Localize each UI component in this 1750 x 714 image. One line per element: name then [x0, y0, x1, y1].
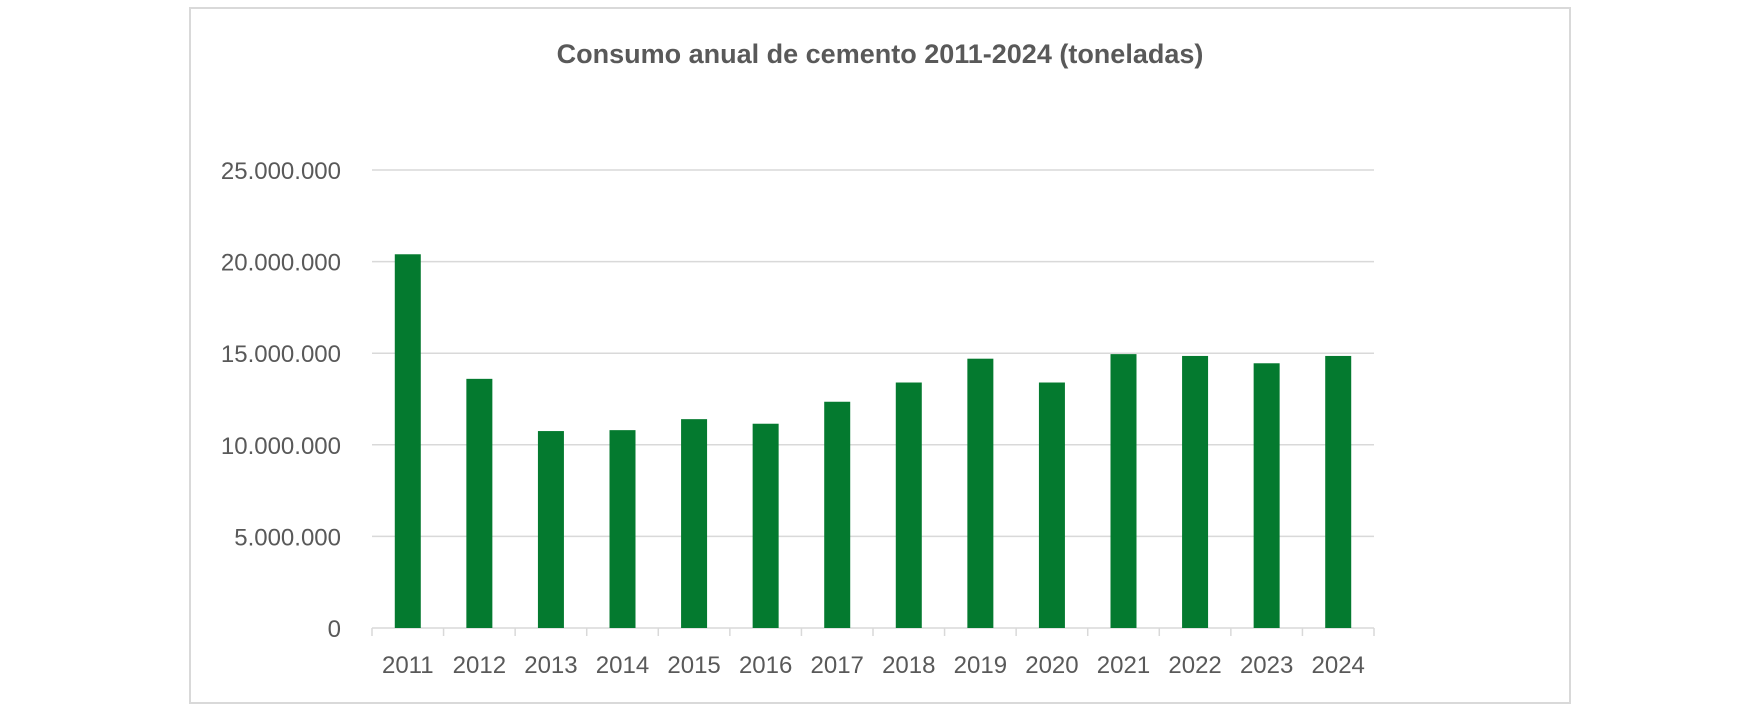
x-tick-label: 2018	[882, 652, 935, 679]
x-tick: 2017	[811, 652, 864, 679]
bar-2020	[1038, 382, 1065, 628]
x-tick-label: 2022	[1168, 652, 1221, 679]
bar-2016	[752, 423, 779, 628]
bar-2024	[1325, 355, 1352, 628]
x-tick-label: 2021	[1097, 652, 1150, 679]
x-tick-label: 2020	[1025, 652, 1078, 679]
y-tick-label: 25.000.000	[221, 158, 341, 185]
x-tick-label: 2015	[667, 652, 720, 679]
x-tick: 2011	[382, 652, 434, 679]
y-tick: 5.000.000	[234, 524, 341, 551]
bar-2015	[681, 419, 708, 628]
bar-2017	[824, 401, 851, 628]
y-axis-ticks: 0 5.000.000 10.000.000 15.000.000 20.000.000…	[221, 158, 341, 643]
y-tick: 20.000.000	[221, 250, 341, 277]
y-tick-label: 0	[328, 616, 341, 643]
x-tick-label: 2019	[954, 652, 1007, 679]
bar-2022	[1182, 355, 1209, 628]
x-tick: 2012	[453, 652, 506, 679]
gridlines	[372, 169, 1374, 538]
x-tick-label: 2011	[382, 652, 434, 679]
y-tick: 0	[328, 616, 341, 643]
y-tick-label: 15.000.000	[221, 341, 341, 368]
bar-2011	[394, 254, 421, 628]
x-tick: 2014	[596, 652, 649, 679]
x-tick: 2015	[667, 652, 720, 679]
x-tick: 2022	[1168, 652, 1221, 679]
x-tick: 2020	[1025, 652, 1078, 679]
x-tick: 2023	[1240, 652, 1293, 679]
bar-2014	[609, 430, 636, 628]
x-tick: 2019	[954, 652, 1007, 679]
x-tick: 2013	[524, 652, 577, 679]
y-tick-label: 20.000.000	[221, 250, 341, 277]
bar-chart-plot: 0 5.000.000 10.000.000 15.000.000 20.000.000…	[221, 158, 1375, 679]
x-tick: 2024	[1312, 652, 1365, 679]
bar-2018	[895, 382, 922, 628]
x-tick: 2021	[1097, 652, 1150, 679]
bar-2023	[1253, 363, 1280, 628]
x-tick-label: 2024	[1312, 652, 1365, 679]
y-tick-label: 10.000.000	[221, 433, 341, 460]
bar-2013	[537, 431, 564, 628]
x-tick: 2018	[882, 652, 935, 679]
y-tick: 10.000.000	[221, 433, 341, 460]
x-tick-label: 2017	[811, 652, 864, 679]
x-tick: 2016	[739, 652, 792, 679]
bar-2019	[967, 358, 994, 628]
bars	[394, 254, 1352, 628]
chart-title: Consumo anual de cemento 2011-2024 (tone…	[556, 39, 1204, 69]
x-axis-ticks: 2011 2012 2013 2014 2015 2016 2017 2018 2019 2020…	[382, 652, 1365, 679]
y-tick: 15.000.000	[221, 341, 341, 368]
y-tick-label: 5.000.000	[234, 524, 341, 551]
bar-2012	[466, 378, 493, 628]
x-tick-label: 2014	[596, 652, 649, 679]
x-tick-label: 2023	[1240, 652, 1293, 679]
y-tick: 25.000.000	[221, 158, 341, 185]
x-tick-label: 2012	[453, 652, 506, 679]
chart-frame: Consumo anual de cemento 2011-2024 (tone…	[189, 7, 1571, 704]
x-axis	[371, 627, 1375, 636]
x-tick-label: 2013	[524, 652, 577, 679]
x-tick-label: 2016	[739, 652, 792, 679]
bar-2021	[1110, 354, 1137, 628]
